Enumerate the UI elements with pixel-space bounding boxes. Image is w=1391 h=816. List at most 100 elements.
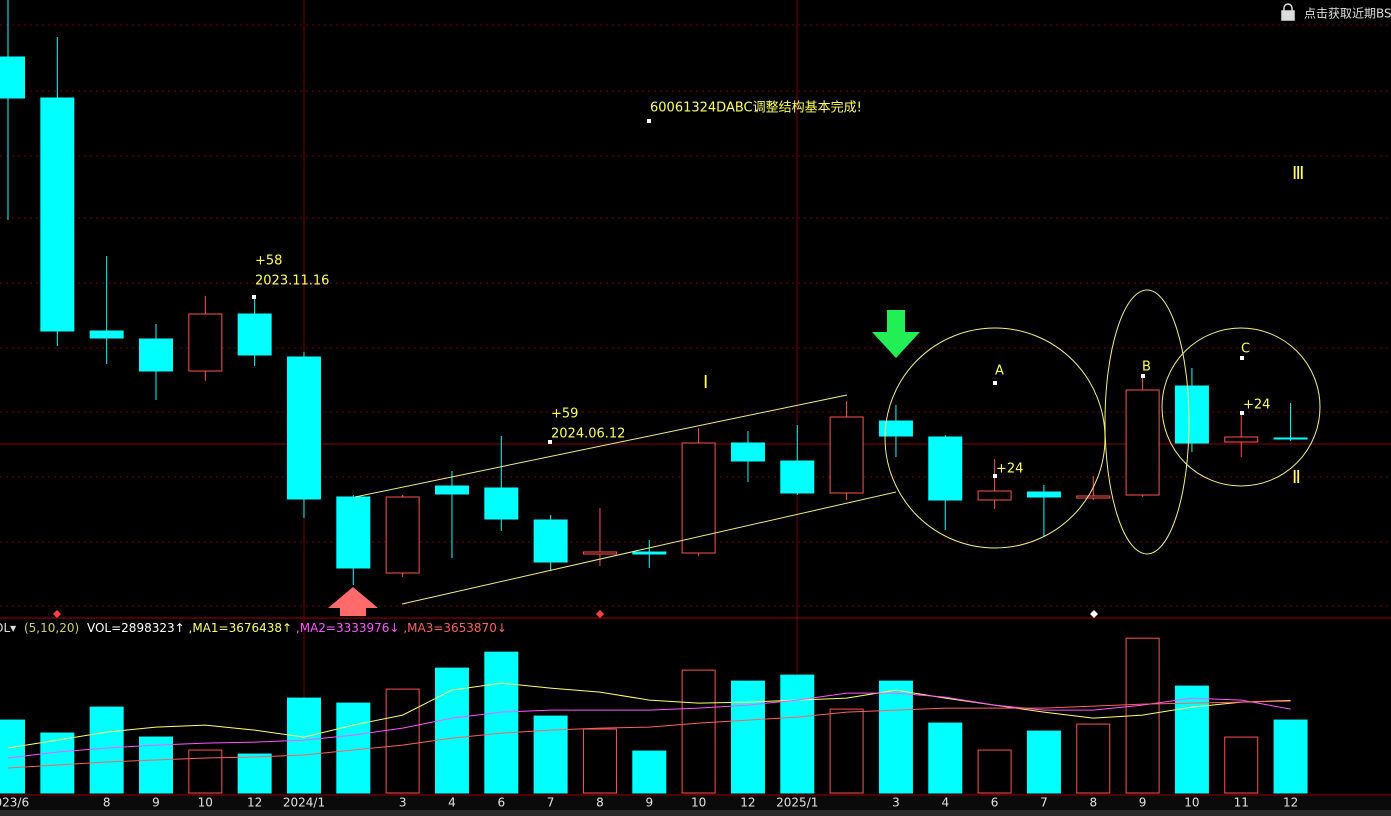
x-tick-label: 8 <box>103 796 111 810</box>
drawings <box>354 289 1321 605</box>
candle-body <box>484 487 519 520</box>
x-tick-label: 7 <box>1040 796 1048 810</box>
candle-body <box>237 313 272 356</box>
volume-bar <box>829 708 864 794</box>
x-tick-label: 8 <box>596 796 604 810</box>
x-tick-label: 12 <box>740 796 755 810</box>
x-tick-label: 6 <box>991 796 999 810</box>
volume-bar <box>1026 730 1061 794</box>
circle-a <box>884 327 1106 549</box>
candle-body <box>928 436 963 501</box>
wave-label: Ⅰ <box>703 372 708 393</box>
header-item: OL▾ <box>0 621 16 635</box>
volume-bar <box>484 651 519 794</box>
signal-marker <box>1090 610 1098 618</box>
annotation: +24 <box>1243 398 1270 413</box>
annotation: +24 <box>996 462 1023 477</box>
volume-bar <box>977 749 1012 794</box>
candle-body <box>780 460 815 494</box>
volume-bar <box>1273 719 1308 794</box>
volume-bar <box>533 715 568 794</box>
candle-body <box>1076 495 1111 499</box>
sell-arrow <box>872 310 920 358</box>
x-tick-label: 10 <box>691 796 706 810</box>
circle-c <box>1161 327 1321 487</box>
candle-body <box>1273 437 1308 440</box>
annotation: 60061324DABC调整结构基本完成! <box>650 101 862 116</box>
header-item: (5,10,20) <box>24 621 79 635</box>
candle-body <box>977 490 1012 501</box>
x-tick-label: 9 <box>152 796 160 810</box>
x-tick-label: 10 <box>198 796 213 810</box>
x-tick-label: 9 <box>645 796 653 810</box>
signal-marker <box>596 610 604 618</box>
volume-bar <box>188 749 223 794</box>
x-tick-label: 2024/1 <box>283 796 325 810</box>
volume-bar <box>632 750 667 794</box>
volume-bar <box>138 736 173 794</box>
ellipse-b <box>1104 289 1190 555</box>
x-tick-label: 8 <box>1089 796 1097 810</box>
x-tick-label: 2023/6 <box>0 796 29 810</box>
x-tick-label: 2025/1 <box>776 796 818 810</box>
x-tick-label: 9 <box>1139 796 1147 810</box>
candle-body <box>385 496 420 574</box>
x-tick-label: 4 <box>941 796 949 810</box>
channel-line <box>401 491 897 605</box>
header-item: ,MA1=3676438↑ <box>189 621 293 635</box>
candle-body <box>829 416 864 494</box>
volume-bar <box>730 680 765 794</box>
signal-marker <box>53 610 61 618</box>
x-tick-label: 3 <box>892 796 900 810</box>
wave-label: Ⅲ <box>1292 163 1304 184</box>
markers <box>252 119 1244 478</box>
candle-body <box>1174 385 1209 444</box>
channel-line <box>354 394 848 498</box>
lock-icon <box>1281 3 1295 21</box>
annotation: 2023.11.16 <box>255 274 329 289</box>
x-tick-label: 7 <box>547 796 555 810</box>
volume-bar <box>1224 736 1259 794</box>
volume-bar <box>89 706 124 794</box>
header-item: ,MA3=3653870↓ <box>403 621 507 635</box>
volume-bar <box>1174 685 1209 794</box>
buy-arrow <box>328 587 378 616</box>
candles <box>0 0 1308 585</box>
wave-label: B <box>1142 360 1151 375</box>
wave-label: Ⅱ <box>1292 467 1301 488</box>
header-item: VOL=2898323↑ <box>87 621 185 635</box>
candle-body <box>878 420 913 437</box>
candle-body <box>730 442 765 462</box>
candle-body <box>434 485 469 495</box>
annotation: +59 <box>551 407 578 422</box>
bs-link[interactable]: 点击获取近期BS <box>1304 7 1391 21</box>
volume-bar <box>434 667 469 794</box>
x-tick-label: 12 <box>1283 796 1298 810</box>
candle-body <box>40 97 75 332</box>
scroll-bar <box>0 810 1391 816</box>
candle-body <box>188 313 223 372</box>
ma-line <box>7 700 1291 769</box>
volume-bar <box>878 680 913 794</box>
annotation: 2024.06.12 <box>551 427 625 442</box>
x-tick-label: 6 <box>497 796 505 810</box>
volume-bar <box>1076 723 1111 794</box>
volume-bar <box>780 674 815 794</box>
candle-body <box>533 519 568 563</box>
candle-body <box>286 356 321 500</box>
volume-bar <box>237 753 272 794</box>
wave-label: A <box>995 364 1004 379</box>
x-tick-label: 12 <box>247 796 262 810</box>
candle-body <box>0 56 25 99</box>
volume-bar <box>336 702 371 794</box>
x-tick-label: 4 <box>448 796 456 810</box>
volume-bar <box>286 697 321 794</box>
candle-body <box>582 551 617 555</box>
x-tick-label: 11 <box>1234 796 1249 810</box>
candle-body <box>336 496 371 569</box>
x-axis-bg <box>0 796 1391 810</box>
ma-line <box>7 682 1291 749</box>
header-item: ,MA2=3333976↓ <box>296 621 400 635</box>
